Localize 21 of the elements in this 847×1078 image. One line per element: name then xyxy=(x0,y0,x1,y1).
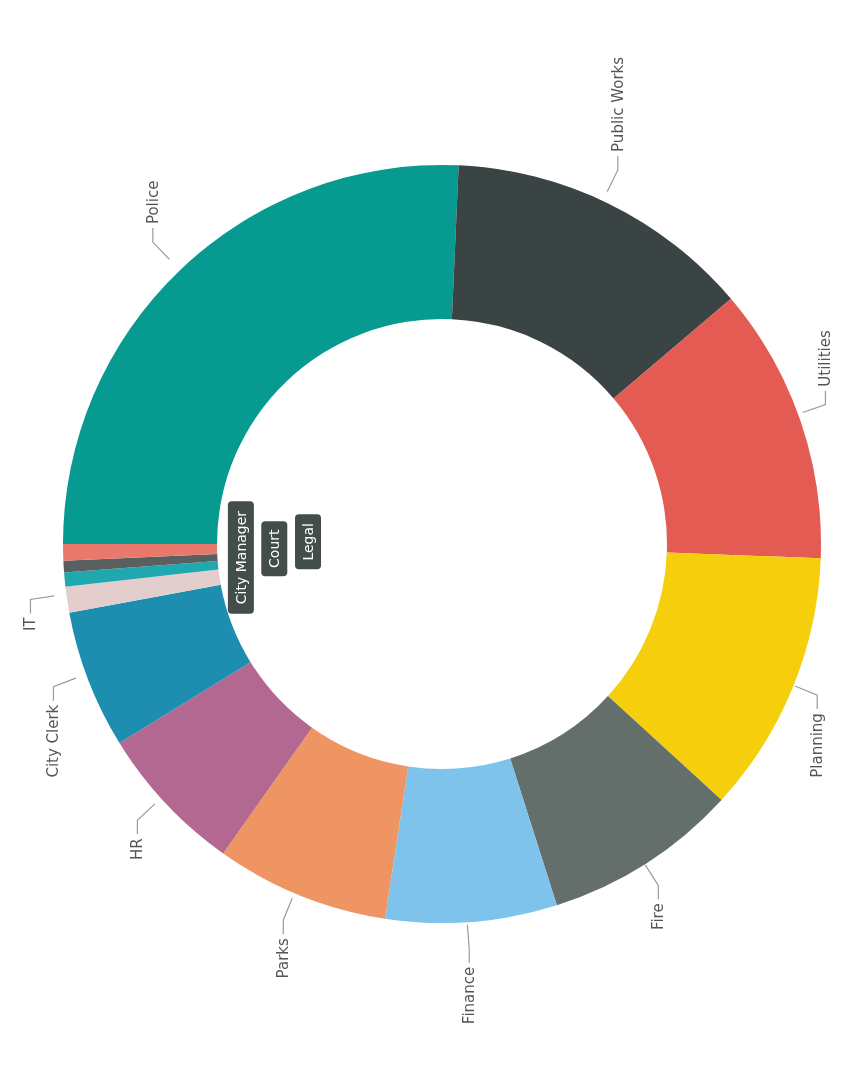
slice-label: City Clerk xyxy=(44,704,63,778)
donut-slice xyxy=(63,553,218,573)
donut-slice xyxy=(385,758,557,923)
slice-label: Planning xyxy=(808,713,827,778)
donut-slice xyxy=(63,544,218,561)
donut-slice xyxy=(451,165,731,399)
slice-label: City Manager xyxy=(232,510,249,605)
donut-slice xyxy=(65,569,221,613)
slice-label: Fire xyxy=(649,903,668,931)
slice-label: Parks xyxy=(274,938,293,979)
donut-slice xyxy=(223,727,409,919)
donut-slice xyxy=(510,695,722,906)
slice-label: IT xyxy=(21,616,40,632)
slice-label: Utilities xyxy=(816,330,835,387)
slice-label: Police xyxy=(143,180,162,225)
slice-label: Court xyxy=(266,528,283,568)
donut-slice xyxy=(64,560,219,587)
slice-label: Finance xyxy=(460,966,479,1025)
slice-label: Legal xyxy=(300,523,317,561)
slice-label: HR xyxy=(128,838,147,861)
slice-label: Public Works xyxy=(608,56,627,152)
